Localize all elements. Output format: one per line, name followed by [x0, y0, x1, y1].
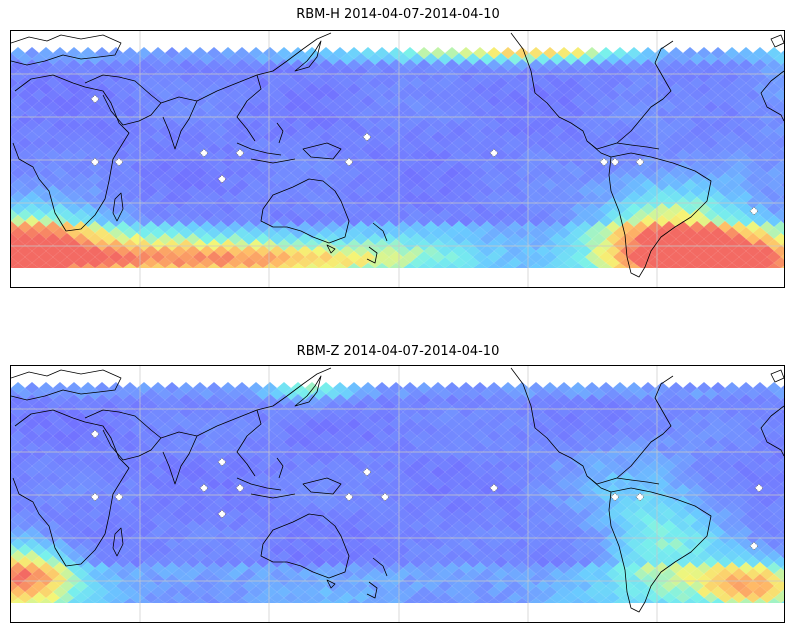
white-diamond-marker-12-icon	[749, 206, 759, 216]
white-diamond-marker-2-icon	[114, 492, 124, 502]
white-diamond-marker-10-icon	[489, 483, 499, 493]
rbm-h-coastline-10	[366, 222, 388, 264]
rbm-h-coastline-5	[196, 32, 332, 142]
rbm-h-coastline-9	[326, 244, 336, 254]
white-diamond-marker-1-icon	[90, 157, 100, 167]
rbm-h-coastline-8	[260, 178, 350, 244]
rbm-z-coastlines	[11, 367, 784, 613]
white-diamond-marker-7-icon	[362, 467, 372, 477]
rbm-z-coastline-13	[608, 487, 712, 613]
rbm-z-coastline-14	[760, 405, 784, 457]
rbm-z-gridlines	[11, 366, 784, 622]
rbm-z-coastline-9	[326, 579, 336, 589]
rbm-z-coastline-7	[236, 457, 342, 499]
white-diamond-marker-6-icon	[362, 132, 372, 142]
rbm-h-coastline-6	[294, 40, 322, 72]
rbm-z-coastline-10	[366, 557, 388, 599]
white-diamond-marker-13-icon	[754, 483, 764, 493]
white-diamond-marker-3-icon	[199, 483, 209, 493]
white-diamond-marker-4-icon	[235, 148, 245, 158]
white-diamond-marker-8-icon	[489, 148, 499, 158]
rbm-z-coastline-5	[196, 367, 332, 477]
white-diamond-marker-9-icon	[599, 157, 609, 167]
white-diamond-marker-4-icon	[235, 483, 245, 493]
rbm-h-gridlines	[11, 31, 784, 287]
white-diamond-marker-6-icon	[217, 509, 227, 519]
panel-title-rbm-h: RBM-H 2014-04-07-2014-04-10	[296, 7, 500, 22]
rbm-h-coastline-0	[12, 74, 130, 232]
rbm-h-field	[11, 47, 784, 268]
rbm-z-coastline-6	[294, 375, 322, 407]
map-panel-rbm-z	[10, 365, 785, 623]
rbm-z-field	[11, 382, 784, 603]
rbm-z-coastline-3	[11, 369, 122, 401]
rbm-h-station-markers	[90, 94, 759, 216]
rbm-z-coastline-15	[770, 369, 784, 383]
rbm-z-station-markers	[90, 429, 764, 551]
rbm-h-coastline-13	[608, 152, 712, 278]
rbm-h-coastline-7	[236, 122, 342, 164]
rbm-h-coastline-11	[510, 32, 674, 150]
white-diamond-marker-9-icon	[380, 492, 390, 502]
white-diamond-marker-5-icon	[217, 457, 227, 467]
rbm-h-coastline-12	[586, 140, 660, 158]
white-diamond-marker-11-icon	[610, 492, 620, 502]
map-canvas-rbm-z	[11, 366, 784, 622]
white-diamond-marker-7-icon	[344, 157, 354, 167]
rbm-z-coastline-4	[160, 431, 198, 485]
rbm-h-coastline-14	[760, 70, 784, 122]
white-diamond-marker-1-icon	[90, 492, 100, 502]
white-diamond-marker-10-icon	[610, 157, 620, 167]
rbm-h-coastline-15	[770, 34, 784, 48]
white-diamond-marker-0-icon	[90, 429, 100, 439]
map-panel-rbm-h	[10, 30, 785, 288]
rbm-z-coastline-0	[12, 409, 130, 567]
white-diamond-marker-3-icon	[199, 148, 209, 158]
white-diamond-marker-12-icon	[635, 492, 645, 502]
white-diamond-marker-0-icon	[90, 94, 100, 104]
white-diamond-marker-5-icon	[217, 174, 227, 184]
rbm-h-coastline-4	[160, 96, 198, 150]
white-diamond-marker-11-icon	[635, 157, 645, 167]
white-diamond-marker-8-icon	[344, 492, 354, 502]
rbm-z-coastline-1	[112, 527, 124, 557]
rbm-h-coastlines	[11, 32, 784, 278]
rbm-z-coastline-11	[510, 367, 674, 485]
rbm-h-coastline-3	[11, 34, 122, 66]
rbm-z-coastline-8	[260, 513, 350, 579]
white-diamond-marker-2-icon	[114, 157, 124, 167]
map-canvas-rbm-h	[11, 31, 784, 287]
white-diamond-marker-14-icon	[749, 541, 759, 551]
rbm-z-coastline-12	[586, 475, 660, 493]
rbm-h-coastline-1	[112, 192, 124, 222]
panel-title-rbm-z: RBM-Z 2014-04-07-2014-04-10	[296, 344, 500, 359]
